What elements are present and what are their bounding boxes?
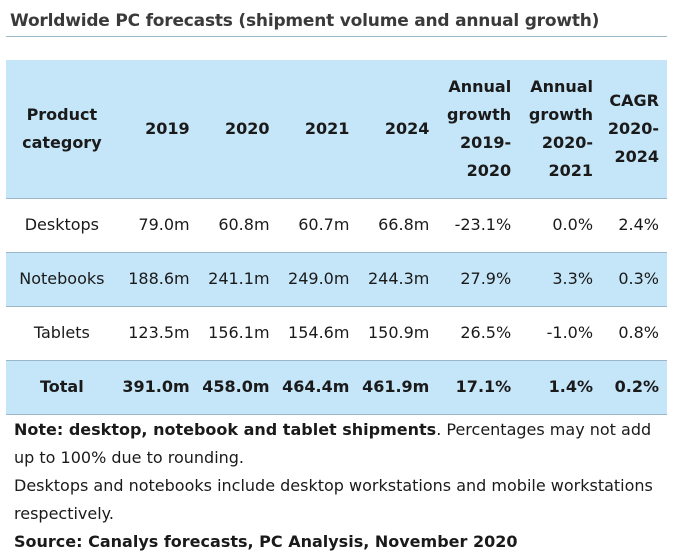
cell-2021: 464.4m — [275, 359, 356, 415]
note-rest: . Percentages may not add up to 100% due… — [14, 420, 652, 467]
cell-2024: 66.8m — [355, 198, 436, 253]
header-growth-2020-2021: Annual growth 2020- 2021 — [517, 60, 600, 199]
cell-category: Desktops — [6, 198, 116, 253]
note-workstations: Desktops and notebooks include desktop w… — [14, 476, 653, 523]
note-bold: Note: desktop, notebook and tablet shipm… — [14, 420, 437, 439]
note-rounding: Note: desktop, notebook and tablet shipm… — [14, 416, 669, 472]
note-source: Source: Canalys forecasts, PC Analysis, … — [14, 528, 669, 555]
header-category-line2: category — [22, 132, 102, 152]
header-g2021-line1: Annual — [530, 76, 594, 96]
table-row-notebooks: Notebooks 188.6m 241.1m 249.0m 244.3m 27… — [6, 252, 667, 307]
header-growth-2019-2020: Annual growth 2019- 2020 — [435, 60, 518, 199]
table-title: Worldwide PC forecasts (shipment volume … — [10, 11, 600, 31]
cell-2021: 154.6m — [275, 306, 356, 361]
header-g2021-line4: 2021 — [548, 160, 594, 180]
cell-2020: 60.8m — [195, 198, 276, 253]
cell-cagr: 2.4% — [599, 198, 667, 253]
table-header-row: Product category 2019 2020 2021 2024 Ann… — [6, 60, 667, 199]
pc-forecast-table: Product category 2019 2020 2021 2024 Ann… — [6, 60, 667, 415]
header-2024: 2024 — [355, 60, 436, 199]
cell-2024: 461.9m — [355, 359, 436, 415]
header-g1920-line1: Annual — [448, 76, 512, 96]
cell-2019: 188.6m — [115, 252, 196, 307]
source-text: Source: Canalys forecasts, PC Analysis, … — [14, 532, 518, 551]
cell-cagr: 0.3% — [599, 252, 667, 307]
cell-2019: 79.0m — [115, 198, 196, 253]
cell-growth-2019-2020: 27.9% — [435, 252, 518, 307]
header-2020: 2020 — [195, 60, 276, 199]
cell-category: Tablets — [6, 306, 116, 361]
cell-growth-2020-2021: 0.0% — [517, 198, 600, 253]
cell-2021: 249.0m — [275, 252, 356, 307]
cell-cagr: 0.8% — [599, 306, 667, 361]
cell-category: Total — [6, 359, 116, 415]
cell-2024: 150.9m — [355, 306, 436, 361]
header-2021: 2021 — [275, 60, 356, 199]
cell-2019: 391.0m — [115, 359, 196, 415]
table-row-total: Total 391.0m 458.0m 464.4m 461.9m 17.1% … — [6, 359, 667, 415]
header-category-line1: Product — [26, 104, 98, 124]
cell-growth-2019-2020: 17.1% — [435, 359, 518, 415]
header-g1920-line2: growth — [447, 104, 512, 124]
header-g1920-line4: 2020 — [466, 160, 512, 180]
cell-2020: 241.1m — [195, 252, 276, 307]
cell-2021: 60.7m — [275, 198, 356, 253]
header-cagr-line1: CAGR — [609, 90, 659, 110]
table-notes: Note: desktop, notebook and tablet shipm… — [14, 416, 669, 555]
cell-category: Notebooks — [6, 252, 116, 307]
header-product-category: Product category — [6, 60, 116, 199]
cell-growth-2019-2020: -23.1% — [435, 198, 518, 253]
header-g1920-line3: 2019- — [460, 132, 512, 152]
cell-growth-2019-2020: 26.5% — [435, 306, 518, 361]
header-cagr-line2: 2020- — [607, 118, 659, 138]
header-cagr-2020-2024: CAGR 2020- 2024 — [599, 60, 667, 199]
header-cagr-line3: 2024 — [614, 146, 659, 166]
table-row-tablets: Tablets 123.5m 156.1m 154.6m 150.9m 26.5… — [6, 306, 667, 361]
cell-2019: 123.5m — [115, 306, 196, 361]
cell-growth-2020-2021: 3.3% — [517, 252, 600, 307]
cell-growth-2020-2021: -1.0% — [517, 306, 600, 361]
header-2019: 2019 — [115, 60, 196, 199]
cell-2020: 156.1m — [195, 306, 276, 361]
table-row-desktops: Desktops 79.0m 60.8m 60.7m 66.8m -23.1% … — [6, 198, 667, 253]
cell-2024: 244.3m — [355, 252, 436, 307]
header-g2021-line2: growth — [528, 104, 594, 124]
cell-cagr: 0.2% — [599, 359, 667, 415]
cell-2020: 458.0m — [195, 359, 276, 415]
cell-growth-2020-2021: 1.4% — [517, 359, 600, 415]
title-divider — [6, 36, 667, 37]
header-g2021-line3: 2020- — [541, 132, 594, 152]
